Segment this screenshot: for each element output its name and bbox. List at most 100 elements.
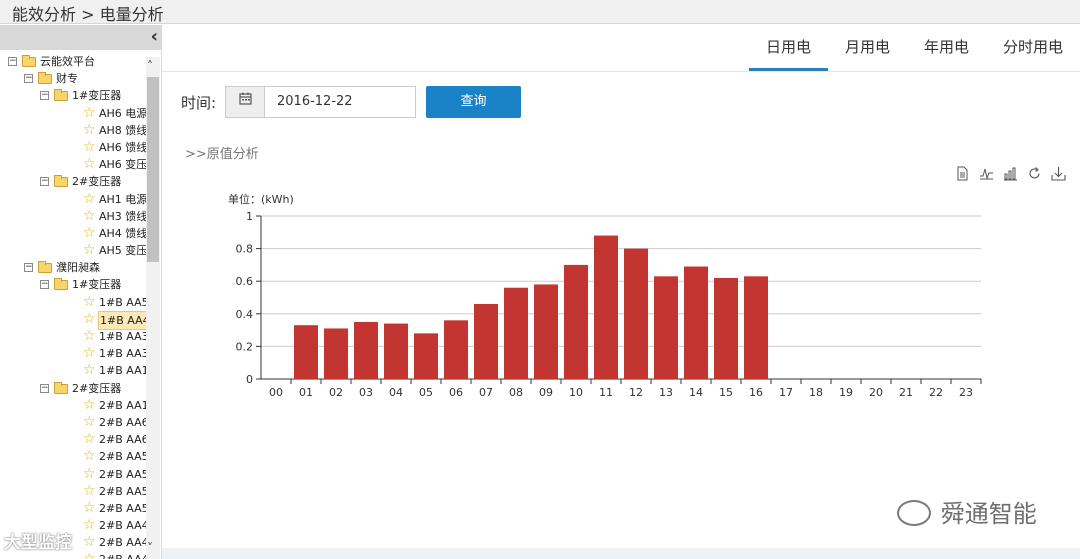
tree-folder[interactable]: − 1#变压器 <box>0 276 147 293</box>
tree-label[interactable]: 濮阳昶森 <box>56 261 100 275</box>
tree-leaf[interactable]: ☆2#B AA5- <box>0 500 147 517</box>
tree-label[interactable]: 1#B AA3- <box>99 330 147 343</box>
tree-leaf[interactable]: ☆1#B AA3- <box>0 328 147 345</box>
tree-leaf[interactable]: ☆1#B AA1进 <box>0 362 147 379</box>
tree-label[interactable]: 1#B AA4- <box>98 310 147 330</box>
tree-leaf[interactable]: ☆2#B AA6- <box>0 431 147 448</box>
tree-label[interactable]: 2#B AA4- <box>99 519 147 533</box>
bar-09[interactable] <box>534 284 558 379</box>
bar-04[interactable] <box>384 323 408 379</box>
tree-leaf[interactable]: ☆ 2#B AA6 <box>0 414 147 431</box>
tree-leaf[interactable]: ☆1#B AA5- <box>0 294 147 311</box>
bar-15[interactable] <box>714 277 738 379</box>
query-button[interactable]: 查询 <box>426 86 521 118</box>
scroll-down-icon[interactable]: ˅ <box>147 541 153 555</box>
bar-06[interactable] <box>444 320 468 379</box>
tree-leaf[interactable]: ☆1#B AA4- <box>0 310 147 330</box>
tree-leaf[interactable]: ☆AH5 变压器 <box>0 242 147 259</box>
tree-label[interactable]: 1#变压器 <box>72 89 122 103</box>
tree-toggle-icon[interactable]: − <box>8 56 17 66</box>
tree-label[interactable]: 2#B AA4- <box>99 536 147 550</box>
bar-08[interactable] <box>504 287 528 379</box>
tab-0[interactable]: 日用电 <box>748 25 828 72</box>
tree-label[interactable]: 1#B AA1进 <box>99 364 147 378</box>
tree-label[interactable]: 1#变压器 <box>72 278 122 292</box>
tree-leaf[interactable]: ☆AH6 馈线柜 <box>0 139 147 156</box>
raw-value-analysis-link[interactable]: >>原值分析 <box>185 147 259 162</box>
tab-3[interactable]: 分时用电 <box>1002 38 1063 56</box>
calendar-icon[interactable] <box>226 87 265 117</box>
tree-label[interactable]: 2#变压器 <box>72 175 122 189</box>
bar-05[interactable] <box>414 333 438 379</box>
collapse-sidebar-icon[interactable]: ‹ <box>150 26 158 47</box>
tree-toggle-icon[interactable]: − <box>40 382 49 393</box>
scroll-thumb[interactable] <box>147 77 159 262</box>
tree-label[interactable]: AH4 馈线柜 <box>99 226 147 240</box>
tree-leaf[interactable]: ☆1#B AA3- <box>0 345 147 362</box>
bar-07[interactable] <box>474 304 498 379</box>
tab-2[interactable]: 年用电 <box>923 38 969 56</box>
tree-leaf[interactable]: ☆2#B AA1进 <box>0 397 147 414</box>
tree-label[interactable]: 2#B AA5- <box>99 484 147 498</box>
tab-1[interactable]: 月用电 <box>844 38 890 56</box>
tree-leaf[interactable]: ☆AH1 电源进 <box>0 191 147 208</box>
line-chart-icon[interactable] <box>979 166 994 181</box>
tree-leaf[interactable]: ☆2#B AA5- <box>0 483 147 500</box>
tree-label[interactable]: AH3 馈线柜 <box>99 209 147 223</box>
bar-10[interactable] <box>564 264 588 379</box>
refresh-icon[interactable] <box>1027 166 1042 181</box>
tree-label[interactable]: AH6 电源进 <box>99 106 147 120</box>
tree-leaf[interactable]: ☆AH6 电源进 <box>0 105 147 122</box>
download-icon[interactable] <box>1051 166 1066 181</box>
tree-folder[interactable]: − 2#变压器 <box>0 173 147 190</box>
tree-label[interactable]: 2#B AA5- <box>99 450 147 464</box>
tree-folder[interactable]: − 2#变压器 <box>0 380 147 397</box>
tree-toggle-icon[interactable]: − <box>40 90 49 101</box>
date-picker[interactable]: 2016-12-22 <box>225 86 416 118</box>
tree-label[interactable]: 2#B AA4- <box>98 551 147 559</box>
bar-01[interactable] <box>294 325 318 379</box>
tree-toggle-icon[interactable]: − <box>24 262 33 273</box>
tree-leaf[interactable]: ☆2#B AA5- <box>0 466 147 483</box>
tree-folder[interactable]: − 财专 <box>0 70 147 87</box>
tree-folder[interactable]: − 濮阳昶森 <box>0 259 147 276</box>
tree-leaf[interactable]: ☆AH6 变压器 <box>0 156 147 173</box>
tree-leaf[interactable]: ☆2#B AA4- <box>0 517 147 534</box>
tree-toggle-icon[interactable]: − <box>24 73 33 84</box>
bar-13[interactable] <box>654 276 678 379</box>
bar-02[interactable] <box>324 328 348 379</box>
bar-03[interactable] <box>354 321 378 379</box>
tree-leaf[interactable]: ☆AH4 馈线柜 <box>0 225 147 242</box>
tree-label[interactable]: 2#变压器 <box>72 381 122 395</box>
tree-label[interactable]: AH6 馈线柜 <box>99 140 147 154</box>
tree-folder[interactable]: − 1#变压器 <box>0 87 147 104</box>
tree-label[interactable]: 1#B AA3- <box>99 347 147 361</box>
tree-label[interactable]: AH8 馈线柜 <box>99 123 147 137</box>
tree-folder[interactable]: − 云能效平台 <box>0 53 147 70</box>
scroll-up-icon[interactable]: ˄ <box>147 59 153 73</box>
date-value[interactable]: 2016-12-22 <box>277 94 353 109</box>
tree-leaf[interactable]: ☆2#B AA4- <box>0 534 147 551</box>
tree-leaf[interactable]: ☆AH8 馈线柜 <box>0 122 147 139</box>
tree-label[interactable]: 2#B AA6 <box>99 415 147 429</box>
tree-label[interactable]: 2#B AA5- <box>99 501 147 515</box>
tree-toggle-icon[interactable]: − <box>40 279 49 290</box>
tree-label[interactable]: AH5 变压器 <box>99 244 147 258</box>
tree-label[interactable]: 云能效平台 <box>40 55 95 68</box>
bar-chart-icon[interactable] <box>1003 166 1018 181</box>
tree-label[interactable]: 1#B AA5- <box>99 295 147 309</box>
tree-label[interactable]: 2#B AA5- <box>99 467 147 481</box>
tree-toggle-icon[interactable]: − <box>40 176 49 187</box>
tree-label[interactable]: AH1 电源进 <box>99 192 147 206</box>
bar-11[interactable] <box>594 235 618 379</box>
bar-16[interactable] <box>744 276 768 379</box>
bar-12[interactable] <box>624 248 648 379</box>
tree-label[interactable]: 2#B AA6- <box>99 433 147 447</box>
data-view-icon[interactable] <box>955 166 970 181</box>
bar-14[interactable] <box>684 266 708 379</box>
tree-leaf[interactable]: ☆AH3 馈线柜 <box>0 208 147 225</box>
tree-leaf[interactable]: ☆2#B AA4- <box>0 551 147 559</box>
tree-label[interactable]: 财专 <box>56 72 78 86</box>
tree-label[interactable]: AH6 变压器 <box>99 158 147 172</box>
sidebar-scrollbar[interactable]: ˄ ˅ <box>146 57 160 559</box>
